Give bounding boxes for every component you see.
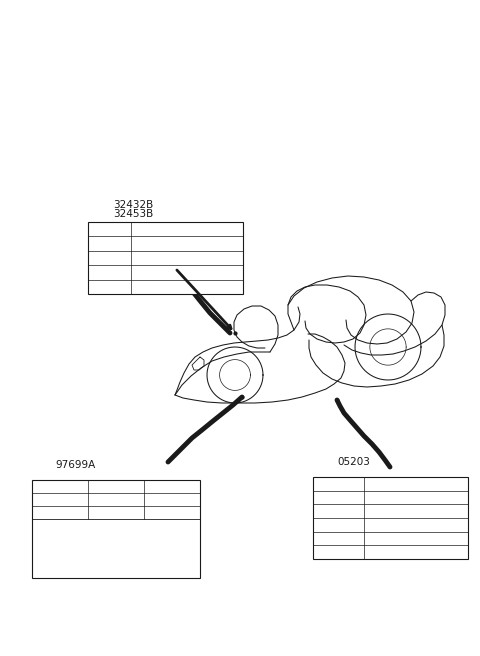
Bar bbox=[32, 480, 200, 578]
Bar bbox=[313, 477, 468, 559]
Text: 97699A: 97699A bbox=[55, 460, 95, 470]
Text: 32432B: 32432B bbox=[113, 200, 153, 210]
Text: 05203: 05203 bbox=[337, 457, 370, 467]
Text: 32453B: 32453B bbox=[113, 209, 153, 219]
Bar bbox=[88, 222, 243, 294]
